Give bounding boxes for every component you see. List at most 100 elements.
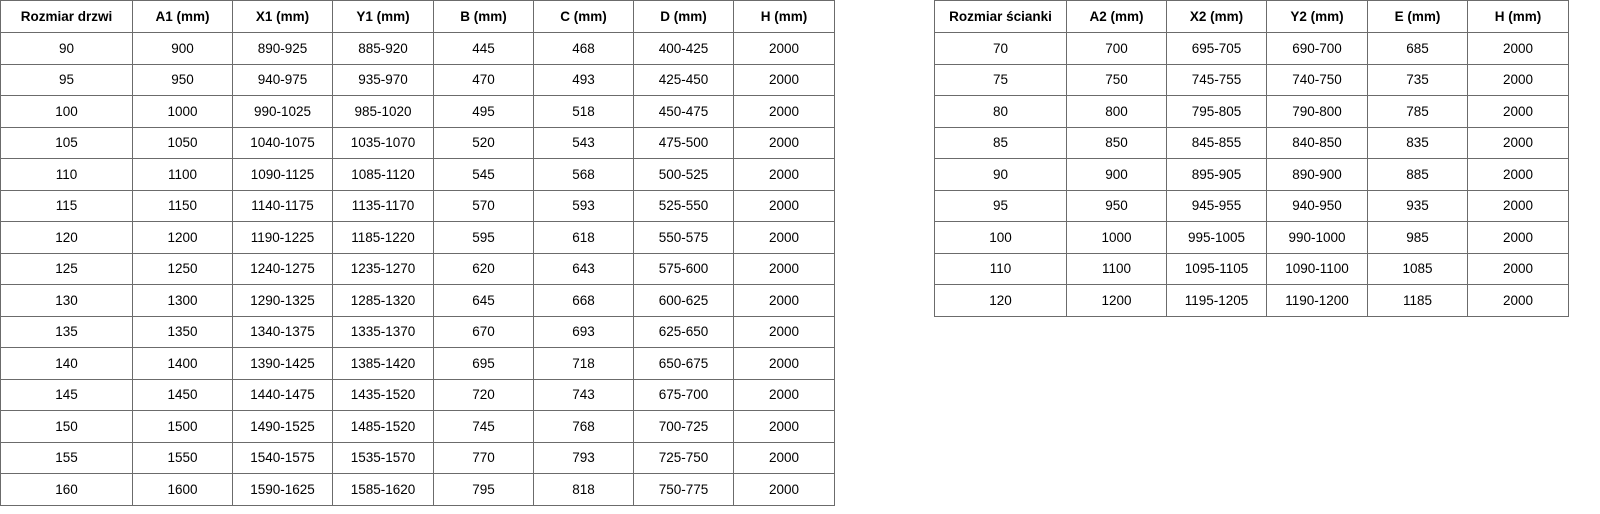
table-cell: 150: [0, 410, 133, 443]
table-cell: 100: [934, 221, 1067, 254]
table-cell: 545: [433, 158, 534, 191]
table-cell: 1300: [132, 284, 233, 317]
table-cell: 940-950: [1266, 189, 1368, 222]
table-cell: 1195-1205: [1166, 284, 1267, 317]
table-cell: 1050: [132, 126, 233, 159]
column-header: H (mm): [733, 0, 835, 33]
table-cell: 1250: [132, 252, 233, 285]
table-cell: 140: [0, 347, 133, 380]
table-cell: 90: [0, 32, 133, 65]
table-cell: 990-1025: [232, 95, 333, 128]
table-cell: 885-920: [332, 32, 434, 65]
table-cell: 600-625: [633, 284, 734, 317]
table-cell: 890-925: [232, 32, 333, 65]
table-cell: 735: [1367, 63, 1468, 96]
table-row: 160 1600 1590-1625 1585-1620 795 818 750-775 20…: [0, 473, 835, 506]
table-cell: 1085-1120: [332, 158, 434, 191]
table-cell: 985: [1367, 221, 1468, 254]
table-cell: 500-525: [633, 158, 734, 191]
table-row: 85 850 845-855 840-850 835 2000: [934, 126, 1569, 159]
table-cell: 70: [934, 32, 1067, 65]
table-cell: 950: [1066, 189, 1167, 222]
door-dimensions-table: Rozmiar drzwi A1 (mm) X1 (mm) Y1 (mm) B (mm)…: [0, 0, 835, 506]
table-cell: 885: [1367, 158, 1468, 191]
table-cell: 570: [433, 189, 534, 222]
table-row: 95 950 940-975 935-970 470 493 425-450 2000: [0, 63, 835, 96]
table-cell: 768: [533, 410, 634, 443]
table-cell: 2000: [1467, 221, 1569, 254]
table-cell: 95: [0, 63, 133, 96]
table-cell: 650-675: [633, 347, 734, 380]
table-cell: 1000: [132, 95, 233, 128]
table-cell: 935-970: [332, 63, 434, 96]
table-cell: 950: [132, 63, 233, 96]
table-cell: 2000: [733, 284, 835, 317]
table-cell: 1200: [132, 221, 233, 254]
table-cell: 1185-1220: [332, 221, 434, 254]
table-row: 120 1200 1195-1205 1190-1200 1185 2000: [934, 284, 1569, 317]
table-cell: 1350: [132, 315, 233, 348]
table-cell: 1235-1270: [332, 252, 434, 285]
table-cell: 1200: [1066, 284, 1167, 317]
table-cell: 450-475: [633, 95, 734, 128]
table-cell: 2000: [733, 252, 835, 285]
table-cell: 468: [533, 32, 634, 65]
table-cell: 1040-1075: [232, 126, 333, 159]
table-cell: 1340-1375: [232, 315, 333, 348]
table-cell: 718: [533, 347, 634, 380]
table-cell: 1390-1425: [232, 347, 333, 380]
table-cell: 790-800: [1266, 95, 1368, 128]
table-cell: 95: [934, 189, 1067, 222]
table-cell: 675-700: [633, 378, 734, 411]
table-cell: 475-500: [633, 126, 734, 159]
table-row: 70 700 695-705 690-700 685 2000: [934, 32, 1569, 65]
table-cell: 1140-1175: [232, 189, 333, 222]
table-cell: 1540-1575: [232, 441, 333, 474]
table-cell: 1285-1320: [332, 284, 434, 317]
table-cell: 720: [433, 378, 534, 411]
table-cell: 2000: [1467, 189, 1569, 222]
table-cell: 1100: [1066, 252, 1167, 285]
table-cell: 1185: [1367, 284, 1468, 317]
column-header: X2 (mm): [1166, 0, 1267, 33]
table-cell: 120: [0, 221, 133, 254]
table-cell: 800: [1066, 95, 1167, 128]
table-cell: 470: [433, 63, 534, 96]
table-cell: 2000: [733, 158, 835, 191]
column-header: A1 (mm): [132, 0, 233, 33]
table-cell: 520: [433, 126, 534, 159]
table-cell: 75: [934, 63, 1067, 96]
table-row: 115 1150 1140-1175 1135-1170 570 593 525-550 20…: [0, 189, 835, 222]
table-cell: 445: [433, 32, 534, 65]
table-cell: 740-750: [1266, 63, 1368, 96]
table-cell: 900: [132, 32, 233, 65]
table-cell: 1490-1525: [232, 410, 333, 443]
table-cell: 625-650: [633, 315, 734, 348]
table-cell: 1450: [132, 378, 233, 411]
table-row: 100 1000 995-1005 990-1000 985 2000: [934, 221, 1569, 254]
table-cell: 2000: [1467, 95, 1569, 128]
table-cell: 2000: [1467, 63, 1569, 96]
table-cell: 2000: [733, 189, 835, 222]
header-row: Rozmiar ścianki A2 (mm) X2 (mm) Y2 (mm) E (m…: [934, 0, 1569, 33]
table-cell: 1100: [132, 158, 233, 191]
table-cell: 835: [1367, 126, 1468, 159]
table-cell: 1585-1620: [332, 473, 434, 506]
table-cell: 795-805: [1166, 95, 1267, 128]
table-cell: 568: [533, 158, 634, 191]
table-cell: 793: [533, 441, 634, 474]
table-cell: 543: [533, 126, 634, 159]
column-header: Rozmiar drzwi: [0, 0, 133, 33]
table-cell: 1000: [1066, 221, 1167, 254]
table-cell: 845-855: [1166, 126, 1267, 159]
column-header: E (mm): [1367, 0, 1468, 33]
table-cell: 1485-1520: [332, 410, 434, 443]
table-cell: 2000: [733, 378, 835, 411]
table-cell: 618: [533, 221, 634, 254]
table-cell: 1600: [132, 473, 233, 506]
table-cell: 895-905: [1166, 158, 1267, 191]
table-cell: 1085: [1367, 252, 1468, 285]
table-cell: 945-955: [1166, 189, 1267, 222]
table-cell: 1500: [132, 410, 233, 443]
column-header: C (mm): [533, 0, 634, 33]
